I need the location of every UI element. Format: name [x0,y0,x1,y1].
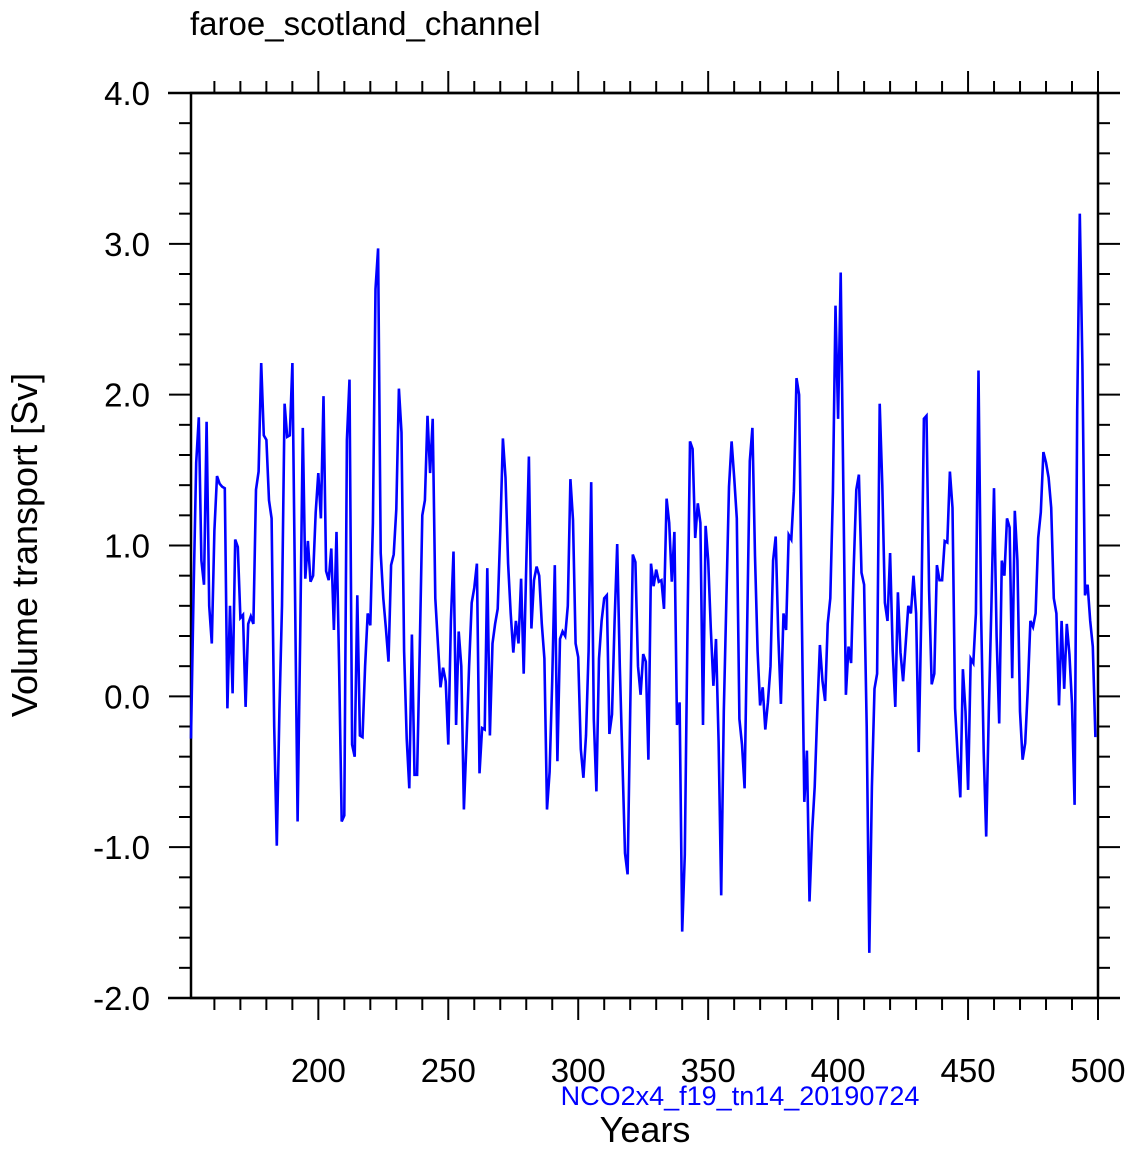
plot-frame [189,91,1100,1000]
y-tick-label: -2.0 [93,980,150,1017]
x-tick-label: 450 [941,1052,996,1089]
y-tick-label: 1.0 [104,528,150,565]
x-tick-labels: 200 250 300 350 400 450 500 [291,1052,1126,1089]
x-tick-label: 350 [681,1052,736,1089]
y-tick-label: 0.0 [104,678,150,715]
x-tick-label: 300 [551,1052,606,1089]
data-series-line [189,213,1097,953]
y-axis-label: Volume transport [Sv] [4,373,45,717]
y-tick-label: 4.0 [104,75,150,112]
y-tick-label: 2.0 [104,377,150,414]
y-tick-labels: -2.0 -1.0 0.0 1.0 2.0 3.0 4.0 [93,75,150,1017]
x-tick-label: 500 [1070,1052,1125,1089]
run-annotation: NCO2x4_f19_tn14_20190724 [561,1081,920,1111]
y-tick-label: -1.0 [93,829,150,866]
x-tick-label: 200 [291,1052,346,1089]
y-tick-label: 3.0 [104,226,150,263]
x-axis-label: Years [600,1109,691,1149]
chart-title: faroe_scotland_channel [190,5,540,42]
x-tick-label: 250 [421,1052,476,1089]
x-tick-label: 400 [811,1052,866,1089]
